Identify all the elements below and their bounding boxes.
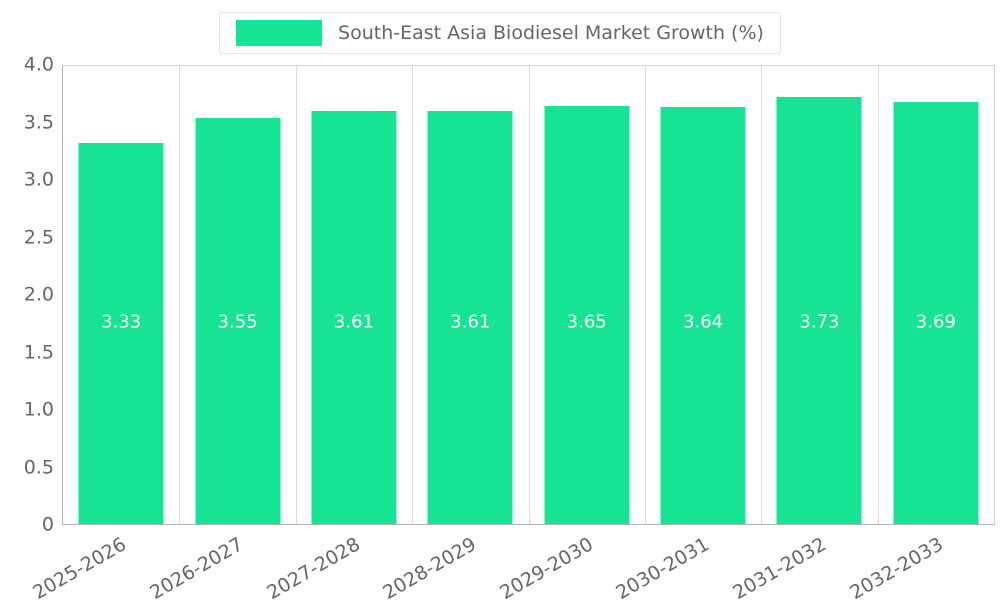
y-tick-label: 3.5 [23, 111, 54, 133]
bar-value-label: 3.64 [683, 311, 724, 333]
y-tick-label: 2.0 [23, 283, 54, 306]
gridline [412, 66, 414, 524]
chart-legend: South-East Asia Biodiesel Market Growth … [0, 12, 1000, 54]
gridline [761, 66, 763, 524]
y-tick-label: 0 [41, 513, 54, 536]
x-tick-label: 2028-2029 [379, 533, 481, 600]
y-tick-label: 3.0 [23, 168, 54, 191]
bar-value-label: 3.61 [450, 311, 491, 333]
bar [311, 110, 397, 524]
chart-title: South-East Asia Biodiesel Market Growth … [338, 22, 764, 44]
gridline [644, 66, 646, 524]
y-axis: 4.0 3.5 3.0 2.5 2.0 1.5 1.0 0.5 0 [0, 55, 54, 534]
plot-area: 3.33 3.55 3.61 3.61 3.65 3.64 3.73 3.69 [62, 65, 995, 525]
bar-value-label: 3.33 [101, 311, 142, 333]
gridline [528, 66, 530, 524]
bar-series [63, 66, 994, 524]
bar [544, 106, 630, 524]
bar [195, 117, 281, 524]
x-tick-label: 2032-2033 [845, 533, 947, 600]
bar-value-label: 3.55 [217, 311, 258, 333]
plot-grid [63, 66, 994, 524]
x-tick-label: 2026-2027 [146, 533, 247, 600]
bar [660, 107, 746, 524]
y-tick-label: 0.5 [23, 456, 54, 478]
bar [78, 142, 164, 524]
y-tick-label: 1.0 [23, 398, 54, 421]
y-tick-label: 4.0 [23, 53, 54, 76]
bar-value-label: 3.61 [333, 311, 374, 333]
legend-box: South-East Asia Biodiesel Market Growth … [219, 12, 781, 54]
bar-value-label: 3.69 [915, 311, 956, 333]
x-tick-label: 2025-2026 [29, 533, 131, 600]
bar-value-label: 3.65 [566, 311, 607, 333]
legend-swatch [236, 20, 323, 46]
gridline [295, 66, 297, 524]
y-tick-label: 1.5 [23, 341, 54, 363]
gridline [179, 66, 181, 524]
gridline [877, 66, 879, 524]
bar [893, 101, 979, 524]
x-axis: 2025-2026 2026-2027 2027-2028 2028-2029 2029… [30, 525, 995, 600]
bar [427, 110, 513, 524]
bar-value-label: 3.73 [799, 311, 840, 333]
x-tick-label: 2031-2032 [729, 533, 831, 600]
y-tick-label: 2.5 [23, 226, 54, 248]
bar-value-labels: 3.33 3.55 3.61 3.61 3.65 3.64 3.73 3.69 [63, 66, 994, 524]
bar [776, 96, 862, 524]
x-tick-label: 2030-2031 [612, 533, 714, 600]
x-tick-label: 2029-2030 [496, 533, 597, 600]
x-tick-label: 2027-2028 [262, 533, 364, 600]
